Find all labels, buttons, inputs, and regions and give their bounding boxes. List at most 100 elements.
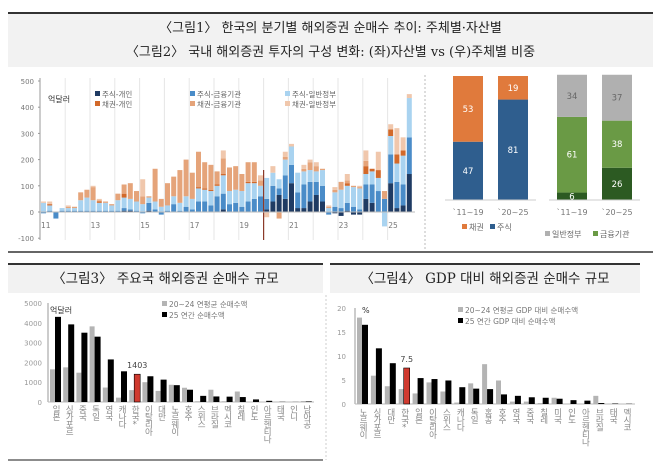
x-tick-label: 11 [41, 221, 51, 230]
data-label: 61 [567, 151, 578, 161]
bar-segment [357, 187, 363, 189]
legend-swatch [162, 312, 167, 317]
bar-segment [245, 201, 251, 212]
x-category-label: 스위스 [440, 408, 451, 431]
legend-label: 주식-일반정부 [292, 89, 336, 99]
legend-swatch [285, 91, 290, 96]
bar-segment [158, 206, 164, 212]
bar-series-1 [221, 401, 227, 402]
y-tick-label: 0 [30, 209, 34, 217]
bar-segment [282, 156, 288, 160]
bar-segment [258, 175, 263, 181]
bar-segment [227, 191, 232, 205]
bar-segment [369, 171, 375, 185]
bar-segment [369, 202, 375, 212]
bar-series-1 [63, 367, 69, 402]
bar-segment [233, 166, 239, 190]
bar-segment [264, 212, 270, 218]
bar-segment [338, 181, 344, 190]
bar-segment [214, 196, 220, 212]
y-tick-label: 3000 [24, 340, 42, 348]
x-category-label: 남아공 [301, 405, 312, 428]
y-tick-label: 4000 [24, 320, 42, 328]
bar-segment [233, 202, 239, 212]
stacked-bar-segment [453, 141, 483, 200]
bar-segment [320, 201, 325, 212]
y-tick-label: 1000 [24, 379, 42, 387]
legend-label: 25 연간 GDP 대비 순매수액 [465, 316, 555, 326]
legend-label: 채권-금융기관 [197, 99, 241, 109]
bar-series-2 [68, 324, 75, 402]
bar-segment [313, 171, 319, 182]
bar-segment [338, 212, 344, 216]
bar-segment [270, 166, 276, 173]
bar-series-2 [598, 403, 605, 404]
figure-2-title: 〈그림2〉 국내 해외증권 투자의 구성 변화: (좌)자산별 vs (우)주체… [125, 45, 536, 60]
bar-segment [264, 209, 270, 212]
bar-segment [307, 159, 313, 163]
bar-segment [357, 185, 363, 188]
legend-label: 주식-금융기관 [197, 89, 241, 99]
legend-label: 채권 [469, 222, 484, 232]
bar-segment [78, 192, 84, 201]
bar-segment [59, 210, 65, 212]
data-label: 26 [612, 180, 623, 190]
bar-segment [301, 168, 307, 172]
bar-segment [96, 200, 102, 202]
bar-segment [400, 150, 406, 156]
bar-segment [53, 212, 59, 219]
legend-swatch [462, 224, 467, 229]
bar-segment [158, 198, 164, 207]
bar-series-1 [208, 389, 214, 402]
data-label: 38 [612, 140, 623, 150]
legend-swatch [458, 318, 463, 323]
x-category-label: `20~25 [497, 207, 528, 217]
bar-segment [72, 206, 77, 209]
legend-swatch [458, 307, 463, 312]
bar-segment [171, 204, 177, 212]
bar-series-1 [76, 372, 82, 402]
stacked-bar-segment [557, 116, 587, 193]
bar-series-1 [412, 393, 418, 404]
bar-segment [109, 205, 115, 211]
x-category-label: 아르헨티나 [261, 405, 272, 443]
bar-segment [307, 201, 313, 212]
x-category-label: 한국* [129, 405, 140, 429]
bar-segment [84, 197, 90, 211]
bar-segment [326, 212, 332, 215]
bar-segment [41, 202, 46, 212]
legend-swatch [545, 231, 550, 236]
bar-series-1 [537, 403, 543, 404]
x-category-label: `20~25 [601, 207, 632, 217]
x-category-label: 브라질 [208, 405, 219, 428]
bar-series-2 [160, 379, 167, 402]
bar-series-2 [556, 398, 563, 404]
bar-segment [363, 198, 369, 212]
bar-series-2 [473, 388, 480, 404]
bar-segment [307, 181, 313, 202]
stacked-bar-segment [557, 192, 587, 200]
bar-segment [400, 137, 406, 151]
bar-series-2 [305, 401, 312, 402]
bar-segment [307, 162, 313, 171]
bar-segment [140, 179, 146, 197]
bar-segment [388, 183, 394, 212]
bar-segment [357, 212, 363, 215]
bar-segment [332, 192, 338, 207]
bar-segment [332, 212, 338, 214]
bar-segment [196, 201, 201, 212]
bar-segment [127, 210, 133, 212]
x-category-label: 중국 [524, 408, 535, 423]
bar-segment [363, 174, 369, 185]
x-category-label: 홍콩 [482, 408, 493, 423]
bar-segment [152, 209, 158, 212]
bar-segment [65, 206, 71, 209]
bar-segment [115, 210, 121, 212]
bar-series-2 [584, 400, 591, 404]
bar-segment [208, 205, 214, 212]
bar-segment [344, 210, 350, 212]
bar-segment [245, 183, 251, 202]
bar-segment [338, 208, 344, 212]
annotation-label: 7.5 [400, 355, 413, 364]
